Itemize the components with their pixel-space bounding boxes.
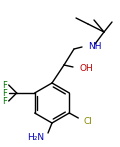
Text: OH: OH xyxy=(80,64,94,72)
Text: H₂N: H₂N xyxy=(27,132,44,142)
Text: F: F xyxy=(2,96,7,106)
Text: F: F xyxy=(2,81,7,90)
Text: F: F xyxy=(2,88,7,97)
Text: Cl: Cl xyxy=(83,117,92,126)
Text: NH: NH xyxy=(88,41,102,51)
